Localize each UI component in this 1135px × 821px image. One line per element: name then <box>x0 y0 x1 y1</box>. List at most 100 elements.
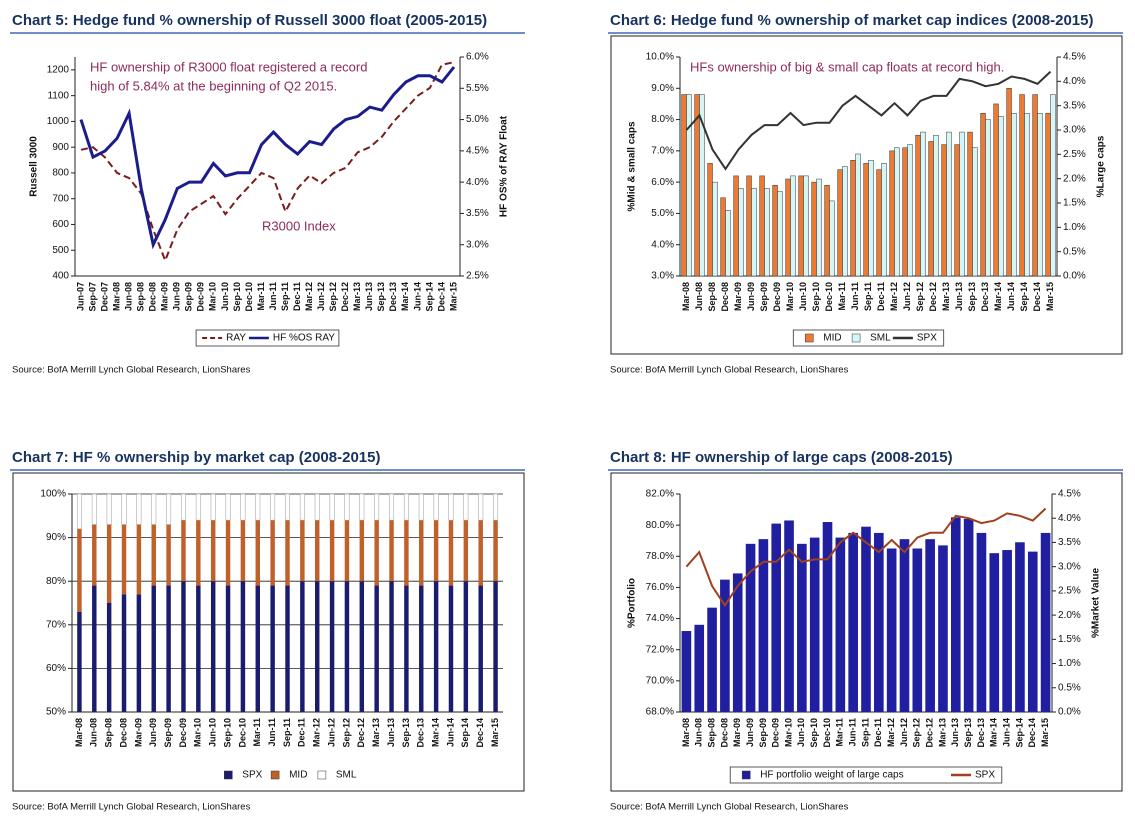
x-tick-label: Dec-11 <box>297 718 307 747</box>
bar <box>824 185 830 277</box>
bar-segment <box>196 585 201 712</box>
bar <box>976 532 987 712</box>
x-tick-label: Sep-13 <box>401 718 411 748</box>
chart-frame <box>12 472 525 792</box>
source-note: Source: BofA Merrill Lynch Global Resear… <box>12 802 251 813</box>
bar-segment <box>76 493 82 530</box>
bar-segment <box>389 581 394 712</box>
x-tick-label: Mar-12 <box>304 282 314 311</box>
bar <box>1050 94 1056 277</box>
bar <box>868 159 874 277</box>
bar <box>816 178 822 277</box>
bar-segment <box>493 581 498 712</box>
bar-segment <box>77 528 82 612</box>
legend-label: SML <box>870 333 891 344</box>
bar-segment <box>151 493 157 525</box>
x-tick-label: Mar-13 <box>352 282 362 311</box>
bar <box>989 553 1000 712</box>
y2-tick-label: 4.5% <box>1063 52 1086 63</box>
bar <box>998 116 1004 277</box>
bar-segment <box>106 524 112 603</box>
x-tick-label: Dec-14 <box>436 282 446 312</box>
chart-frame <box>610 35 1123 355</box>
x-tick-label: Jun-14 <box>1001 718 1011 747</box>
legend-box <box>729 766 1003 784</box>
y-axis-label: %Portfolio <box>627 578 638 628</box>
x-tick-label: Mar-12 <box>889 282 899 311</box>
legend-box <box>195 329 340 347</box>
x-tick-label: Dec-10 <box>824 282 834 312</box>
x-tick-label: Jun-09 <box>745 718 755 747</box>
x-tick-label: Jun-12 <box>326 718 336 747</box>
bar <box>1002 550 1012 712</box>
y-tick-label: 900 <box>52 142 69 153</box>
y-tick-label: 8.0% <box>651 114 674 125</box>
bar-segment <box>270 520 275 586</box>
bar-segment <box>240 520 246 582</box>
bar-segment <box>166 524 171 586</box>
x-tick-label: Sep-13 <box>963 718 973 748</box>
bar-segment <box>359 520 365 582</box>
x-tick-label: Dec-12 <box>356 718 366 748</box>
x-tick-label: Sep-12 <box>328 282 338 312</box>
x-tick-label: Sep-11 <box>280 282 290 311</box>
y-tick-label: 9.0% <box>651 83 674 94</box>
y-axis-label: %Mid & small caps <box>627 121 638 211</box>
x-tick-label: Mar-09 <box>732 718 742 747</box>
x-tick-label: Mar-15 <box>448 282 458 311</box>
bar <box>863 163 869 277</box>
bar <box>699 94 705 277</box>
bar <box>720 197 726 277</box>
y2-tick-label: 0.5% <box>1058 682 1081 693</box>
bar-segment <box>448 520 454 586</box>
x-tick-label: Mar-11 <box>837 282 847 311</box>
x-tick-label: Mar-10 <box>208 282 218 311</box>
x-tick-label: Dec-14 <box>475 718 485 748</box>
bar-segment <box>77 611 82 712</box>
chart-panel: Chart 8: HF ownership of large caps (200… <box>608 449 1123 813</box>
bar <box>876 169 882 277</box>
legend-label: HF portfolio weight of large caps <box>760 770 903 781</box>
y2-tick-label: 4.0% <box>1058 513 1081 524</box>
line-series <box>685 507 1047 608</box>
bar-segment <box>285 585 290 712</box>
x-tick-label: Jun-12 <box>316 282 326 311</box>
bar <box>822 522 833 712</box>
bar <box>811 181 817 277</box>
bar-segment <box>181 581 186 712</box>
bar-segment <box>225 520 231 586</box>
x-tick-label: Jun-13 <box>954 282 964 311</box>
x-tick-label: Dec-09 <box>771 718 781 748</box>
bar-segment <box>403 493 409 521</box>
bar-segment <box>121 594 127 712</box>
x-tick-label: Jun-11 <box>267 718 277 747</box>
chart-title: Chart 8: HF ownership of large caps (200… <box>610 449 953 466</box>
bar-segment <box>389 520 394 582</box>
bar-segment <box>433 520 439 582</box>
x-tick-label: Sep-12 <box>915 282 925 312</box>
bar-segment <box>314 493 320 521</box>
y-tick-label: 70% <box>46 619 66 630</box>
bar <box>894 147 900 277</box>
bar <box>707 607 717 712</box>
bar <box>1019 94 1025 277</box>
x-tick-label: Dec-09 <box>772 282 782 312</box>
x-tick-label: Mar-14 <box>400 282 410 311</box>
x-tick-label: Sep-10 <box>222 718 232 748</box>
bar <box>803 175 809 277</box>
bar <box>933 134 939 277</box>
y2-tick-label: 0.5% <box>1063 246 1086 257</box>
x-tick-label: Dec-12 <box>928 282 938 312</box>
bar <box>764 188 770 277</box>
bar-segment <box>180 493 186 521</box>
x-tick-label: Dec-08 <box>148 282 158 312</box>
bar-segment <box>136 493 142 525</box>
y2-tick-label: 1.0% <box>1058 658 1081 669</box>
bar <box>912 548 923 712</box>
y2-tick-label: 1.5% <box>1058 634 1081 645</box>
x-tick-label: Mar-10 <box>785 282 795 311</box>
bar-segment <box>181 520 186 582</box>
x-tick-label: Dec-10 <box>244 282 254 312</box>
bar <box>915 134 921 277</box>
y-tick-label: 5.0% <box>651 208 674 219</box>
